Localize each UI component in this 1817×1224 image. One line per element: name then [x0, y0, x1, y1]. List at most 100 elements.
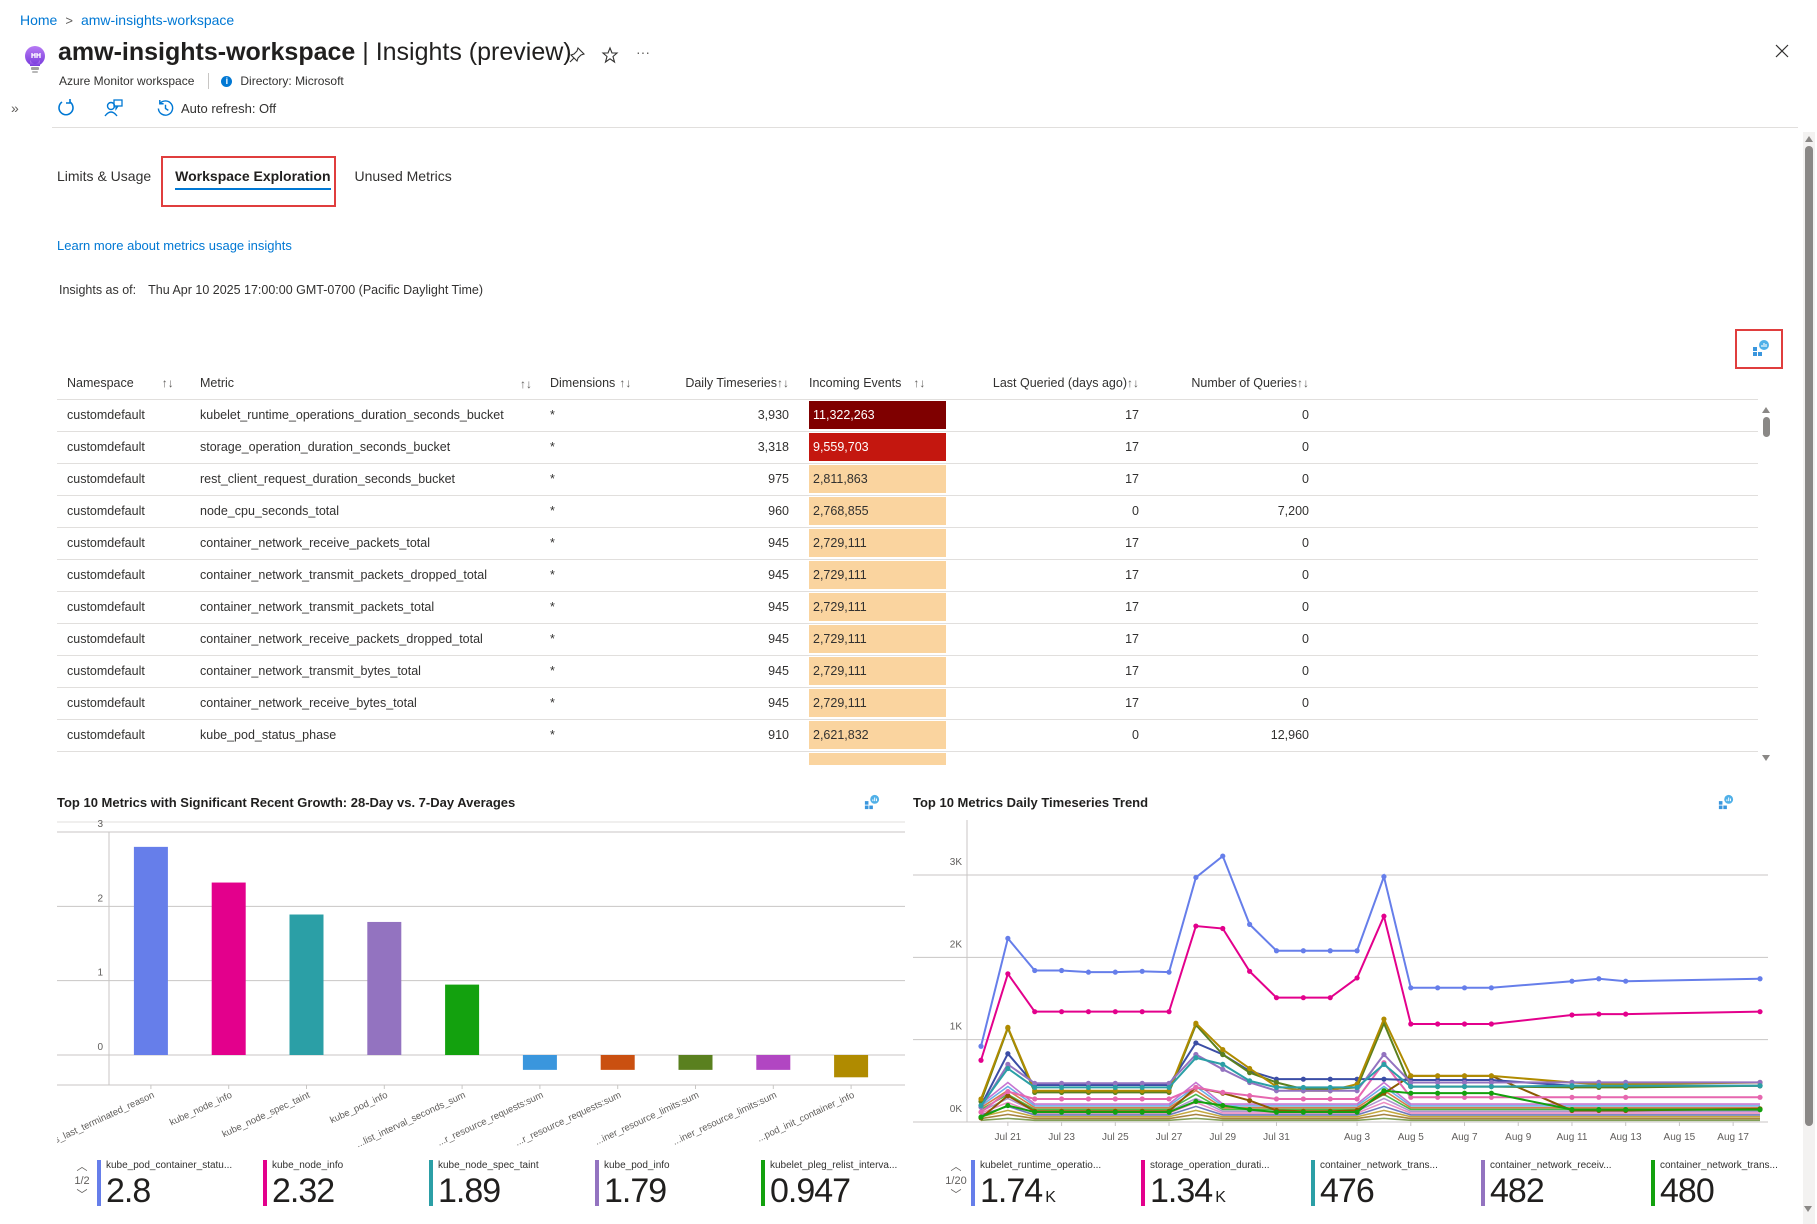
- heatmap-value: 11,322,263: [809, 401, 946, 429]
- learn-more-link[interactable]: Learn more about metrics usage insights: [57, 238, 292, 253]
- legend-scroll-down-arrow[interactable]: [1804, 1206, 1812, 1212]
- series-point: [978, 1057, 984, 1063]
- scroll-up-arrow[interactable]: [1805, 136, 1813, 142]
- auto-refresh-button[interactable]: Auto refresh: Off: [156, 99, 276, 118]
- series-point: [1139, 1109, 1145, 1115]
- timeseries-chart-workbook-button[interactable]: [1718, 794, 1734, 815]
- close-button[interactable]: [1774, 43, 1790, 59]
- series-point: [1220, 925, 1226, 932]
- legend-item[interactable]: storage_operation_durati... 1.34 K: [1141, 1160, 1289, 1215]
- legend-next-arrow[interactable]: ﹀: [76, 1189, 88, 1201]
- x-tick-label: Aug 11: [1556, 1132, 1587, 1143]
- legend-item[interactable]: container_network_trans... 480: [1651, 1160, 1799, 1215]
- series-point: [1354, 948, 1360, 954]
- breadcrumb-current[interactable]: amw-insights-workspace: [80, 12, 235, 28]
- feedback-button[interactable]: [104, 98, 124, 118]
- legend-series-name: container_network_trans...: [1660, 1160, 1778, 1171]
- column-header-last-queried[interactable]: Last Queried (days ago)↑↓: [959, 368, 1149, 400]
- cell-metric: node_cpu_seconds_total: [190, 495, 540, 528]
- table-row[interactable]: customdefault kube_pod_status_phase * 910 2,…: [57, 719, 1758, 752]
- series-point: [1381, 1016, 1387, 1022]
- legend-next-arrow[interactable]: ﹀: [950, 1189, 962, 1201]
- column-header-daily-timeseries[interactable]: Daily Timeseries↑↓: [657, 368, 799, 400]
- series-point: [1488, 1021, 1494, 1027]
- series-point: [1032, 1084, 1038, 1091]
- cell-last-queried: 0: [959, 495, 1149, 528]
- cell-dimensions: *: [540, 527, 657, 560]
- table-scroll-up-arrow[interactable]: [1762, 407, 1770, 413]
- table-row[interactable]: customdefault container_network_transmit_…: [57, 655, 1758, 688]
- tab-limits-usage[interactable]: Limits & Usage: [57, 168, 152, 184]
- legend-item[interactable]: kubelet_pleg_relist_interva... 0.947: [761, 1160, 905, 1208]
- legend-item[interactable]: kubelet_runtime_operatio... 1.74 K: [971, 1160, 1119, 1215]
- table-scrollbar[interactable]: [1760, 405, 1772, 761]
- table-row[interactable]: customdefault container_network_transmit_…: [57, 591, 1758, 624]
- column-header-number-of-queries[interactable]: Number of Queries↑↓: [1149, 368, 1319, 400]
- pin-icon[interactable]: [568, 46, 586, 64]
- cell-incoming-events: 9,559,703: [799, 431, 959, 464]
- series-point: [1757, 1009, 1763, 1015]
- table-row[interactable]: customdefault container_network_receive_b…: [57, 687, 1758, 720]
- resource-name: amw-insights-workspace: [58, 38, 356, 66]
- legend-item[interactable]: kube_node_spec_taint 1.89: [429, 1160, 573, 1208]
- series-point: [1220, 1051, 1226, 1058]
- legend-item[interactable]: kube_pod_info 1.79: [595, 1160, 739, 1208]
- series-point: [1058, 1009, 1065, 1015]
- growth-chart-workbook-button[interactable]: [864, 794, 880, 815]
- legend-item[interactable]: kube_pod_container_statu... 2.8: [97, 1160, 241, 1208]
- table-row[interactable]: customdefault storage_operation_duration_…: [57, 431, 1758, 464]
- legend-item[interactable]: container_network_trans... 476: [1311, 1160, 1459, 1215]
- legend-series-name: kube_pod_container_statu...: [106, 1160, 233, 1171]
- expand-sidebar-button[interactable]: »: [11, 100, 19, 116]
- table-row[interactable]: customdefault kubelet_runtime_operations_…: [57, 399, 1758, 432]
- series-point: [1435, 1094, 1441, 1100]
- column-header-namespace[interactable]: Namespace ↑↓: [57, 368, 190, 400]
- series-line: [980, 913, 1761, 1061]
- column-header-dimensions[interactable]: Dimensions ↑↓: [540, 368, 657, 400]
- series-point: [1193, 1020, 1199, 1026]
- series-point: [1354, 1084, 1360, 1091]
- series-point: [1166, 1096, 1172, 1102]
- table-row[interactable]: customdefault container_network_receive_p…: [57, 623, 1758, 656]
- y-tick-label: 2K: [950, 939, 963, 950]
- star-icon[interactable]: [601, 46, 619, 64]
- tab-workspace-exploration[interactable]: Workspace Exploration: [175, 168, 331, 190]
- column-header-metric[interactable]: Metric ↑↓: [190, 368, 540, 400]
- series-point: [1488, 1083, 1494, 1090]
- series-point: [1193, 923, 1199, 929]
- series-point: [1166, 1109, 1172, 1115]
- page-scrollbar[interactable]: [1803, 132, 1815, 1224]
- table-row[interactable]: customdefault container_network_transmit_…: [57, 559, 1758, 592]
- legend-prev-arrow[interactable]: ︿: [76, 1161, 88, 1173]
- open-in-workbook-button[interactable]: [1752, 339, 1770, 357]
- table-row[interactable]: customdefault container_network_receive_p…: [57, 527, 1758, 560]
- series-point: [1488, 1073, 1494, 1079]
- cell-spacer: [1319, 559, 1758, 592]
- series-point: [1005, 1093, 1011, 1099]
- tab-unused-metrics[interactable]: Unused Metrics: [354, 168, 452, 184]
- series-point: [1005, 935, 1011, 941]
- breadcrumb-home[interactable]: Home: [20, 12, 58, 28]
- column-header-incoming-events[interactable]: Incoming Events ↑↓: [799, 368, 959, 400]
- series-point: [1596, 976, 1602, 982]
- refresh-button[interactable]: [56, 98, 76, 118]
- legend-item[interactable]: container_network_receiv... 482: [1481, 1160, 1629, 1215]
- table-scroll-thumb[interactable]: [1762, 417, 1770, 437]
- table-row[interactable]: customdefault rest_client_request_duratio…: [57, 463, 1758, 496]
- legend-prev-arrow[interactable]: ︿: [950, 1161, 962, 1173]
- legend-item[interactable]: kube_node_info 2.32: [263, 1160, 407, 1208]
- cell-metric: kube_pod_status_phase: [190, 719, 540, 752]
- series-point: [1193, 874, 1199, 881]
- cell-last-queried: 17: [959, 623, 1149, 656]
- table-row[interactable]: customdefault node_cpu_seconds_total * 960 2…: [57, 495, 1758, 528]
- cell-metric: rest_client_request_duration_seconds_buc…: [190, 463, 540, 496]
- cell-metric: storage_operation_duration_seconds_bucke…: [190, 431, 540, 464]
- page-scroll-thumb[interactable]: [1805, 146, 1813, 1126]
- x-tick-label: Aug 9: [1505, 1132, 1532, 1143]
- legend-series-value: 1.74 K: [980, 1172, 1056, 1210]
- cell-number-of-queries: 0: [1149, 655, 1319, 688]
- sort-icon: ↑↓: [777, 376, 789, 391]
- more-options-button[interactable]: ···: [636, 44, 650, 60]
- table-scroll-down-arrow[interactable]: [1762, 755, 1770, 761]
- series-point: [978, 1096, 984, 1102]
